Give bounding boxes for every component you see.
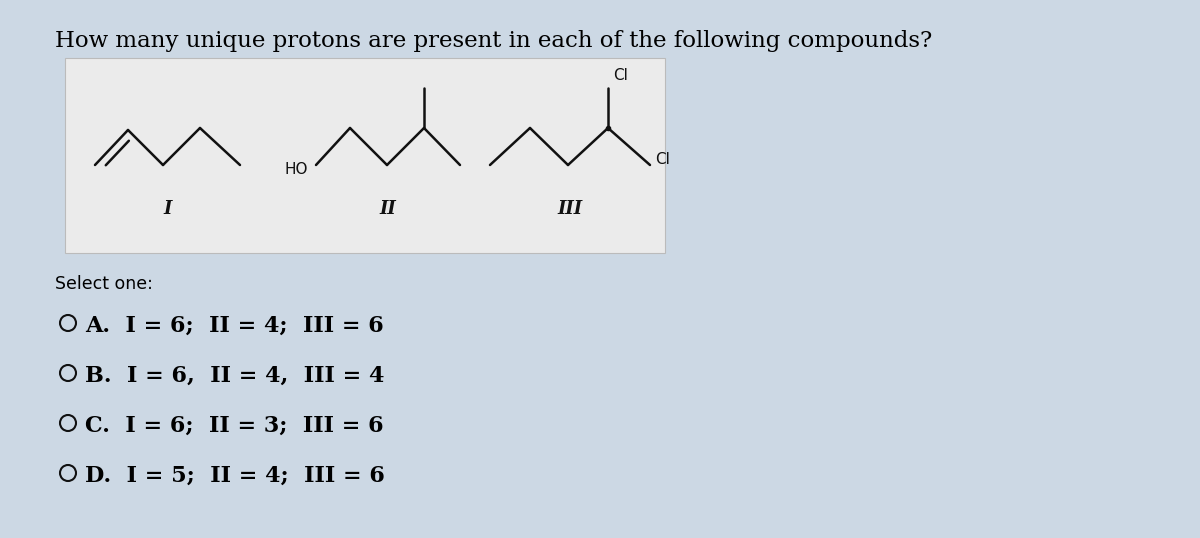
Text: Cl: Cl [613,68,628,83]
Text: C.  I = 6;  II = 3;  III = 6: C. I = 6; II = 3; III = 6 [85,415,384,437]
FancyBboxPatch shape [65,58,665,253]
Text: D.  I = 5;  II = 4;  III = 6: D. I = 5; II = 4; III = 6 [85,465,385,487]
Text: III: III [558,200,582,218]
Text: B.  I = 6,  II = 4,  III = 4: B. I = 6, II = 4, III = 4 [85,365,384,387]
Text: II: II [379,200,396,218]
Text: Cl: Cl [655,152,670,167]
Text: How many unique protons are present in each of the following compounds?: How many unique protons are present in e… [55,30,932,52]
Text: HO: HO [284,162,308,178]
Text: A.  I = 6;  II = 4;  III = 6: A. I = 6; II = 4; III = 6 [85,315,384,337]
Text: Select one:: Select one: [55,275,152,293]
Text: I: I [164,200,172,218]
